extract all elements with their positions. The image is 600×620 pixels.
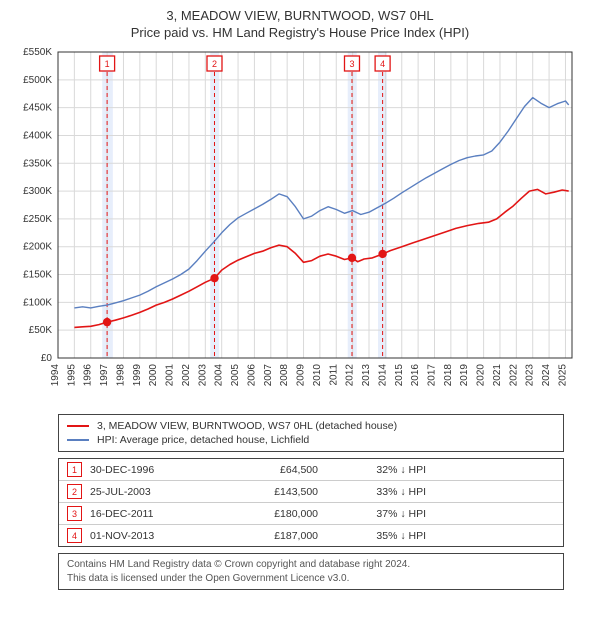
svg-text:£100K: £100K — [23, 297, 52, 308]
transaction-delta-vs-hpi: 37% ↓ HPI — [326, 508, 426, 520]
svg-text:1997: 1997 — [99, 364, 110, 387]
svg-text:2020: 2020 — [476, 364, 487, 387]
svg-text:2007: 2007 — [263, 364, 274, 387]
svg-text:2025: 2025 — [557, 364, 568, 387]
transaction-date: 16-DEC-2011 — [90, 508, 210, 520]
transaction-date: 01-NOV-2013 — [90, 530, 210, 542]
transaction-row: 3 16-DEC-2011 £180,000 37% ↓ HPI — [59, 502, 563, 524]
svg-text:2022: 2022 — [508, 364, 519, 387]
svg-text:2010: 2010 — [312, 364, 323, 387]
svg-text:1994: 1994 — [50, 364, 61, 387]
transaction-delta-vs-hpi: 32% ↓ HPI — [326, 464, 426, 476]
svg-text:1995: 1995 — [66, 364, 77, 387]
transaction-badge: 3 — [67, 506, 82, 521]
legend-item: HPI: Average price, detached house, Lich… — [67, 433, 555, 447]
svg-text:2001: 2001 — [165, 364, 176, 387]
svg-text:£250K: £250K — [23, 214, 52, 225]
svg-text:£550K: £550K — [23, 48, 52, 58]
svg-text:2012: 2012 — [345, 364, 356, 387]
svg-text:2023: 2023 — [525, 364, 536, 387]
credits-line1: Contains HM Land Registry data © Crown c… — [67, 558, 555, 572]
svg-text:£500K: £500K — [23, 75, 52, 86]
transactions-table: 1 30-DEC-1996 £64,500 32% ↓ HPI 2 25-JUL-2003… — [58, 458, 564, 547]
transaction-price: £187,000 — [218, 530, 318, 542]
svg-text:1: 1 — [105, 59, 110, 69]
transaction-delta-vs-hpi: 33% ↓ HPI — [326, 486, 426, 498]
legend-item: 3, MEADOW VIEW, BURNTWOOD, WS7 0HL (deta… — [67, 419, 555, 433]
credits-line2: This data is licensed under the Open Gov… — [67, 572, 555, 586]
svg-text:2009: 2009 — [296, 364, 307, 387]
svg-text:£50K: £50K — [29, 325, 53, 336]
svg-text:£200K: £200K — [23, 242, 52, 253]
chart-title-line2: Price paid vs. HM Land Registry's House … — [12, 25, 588, 40]
legend-swatch — [67, 425, 89, 427]
svg-text:2006: 2006 — [246, 364, 257, 387]
svg-text:2000: 2000 — [148, 364, 159, 387]
transaction-date: 30-DEC-1996 — [90, 464, 210, 476]
chart-title-line1: 3, MEADOW VIEW, BURNTWOOD, WS7 0HL — [12, 8, 588, 23]
svg-text:2003: 2003 — [197, 364, 208, 387]
svg-text:3: 3 — [349, 59, 354, 69]
transaction-badge: 4 — [67, 528, 82, 543]
svg-text:£450K: £450K — [23, 103, 52, 114]
transaction-row: 4 01-NOV-2013 £187,000 35% ↓ HPI — [59, 524, 563, 546]
svg-text:2019: 2019 — [459, 364, 470, 387]
svg-text:1998: 1998 — [115, 364, 126, 387]
svg-text:2018: 2018 — [443, 364, 454, 387]
svg-text:£400K: £400K — [23, 130, 52, 141]
svg-text:2004: 2004 — [214, 364, 225, 387]
svg-text:1999: 1999 — [132, 364, 143, 387]
svg-text:£0: £0 — [41, 353, 53, 364]
svg-text:£350K: £350K — [23, 158, 52, 169]
svg-text:2002: 2002 — [181, 364, 192, 387]
svg-text:2021: 2021 — [492, 364, 503, 387]
svg-text:2024: 2024 — [541, 364, 552, 387]
transaction-row: 1 30-DEC-1996 £64,500 32% ↓ HPI — [59, 459, 563, 480]
price-vs-hpi-chart: £0 £50K £100K £150K £200K £250K £300K £350K £400… — [12, 48, 588, 408]
svg-text:£150K: £150K — [23, 270, 52, 281]
transaction-price: £180,000 — [218, 508, 318, 520]
legend-label: HPI: Average price, detached house, Lich… — [97, 434, 309, 446]
svg-text:2014: 2014 — [377, 364, 388, 387]
svg-text:4: 4 — [380, 59, 385, 69]
transaction-delta-vs-hpi: 35% ↓ HPI — [326, 530, 426, 542]
svg-text:2005: 2005 — [230, 364, 241, 387]
svg-text:2017: 2017 — [426, 364, 437, 387]
legend: 3, MEADOW VIEW, BURNTWOOD, WS7 0HL (deta… — [58, 414, 564, 452]
transaction-price: £143,500 — [218, 486, 318, 498]
transaction-badge: 2 — [67, 484, 82, 499]
transaction-row: 2 25-JUL-2003 £143,500 33% ↓ HPI — [59, 480, 563, 502]
transaction-date: 25-JUL-2003 — [90, 486, 210, 498]
transaction-badge: 1 — [67, 462, 82, 477]
data-credits: Contains HM Land Registry data © Crown c… — [58, 553, 564, 590]
svg-text:2011: 2011 — [328, 364, 339, 386]
svg-text:2013: 2013 — [361, 364, 372, 387]
legend-swatch — [67, 439, 89, 441]
svg-text:£300K: £300K — [23, 186, 52, 197]
svg-text:2: 2 — [212, 59, 217, 69]
svg-text:1996: 1996 — [83, 364, 94, 387]
svg-text:2016: 2016 — [410, 364, 421, 387]
transaction-price: £64,500 — [218, 464, 318, 476]
svg-text:2008: 2008 — [279, 364, 290, 387]
svg-text:2015: 2015 — [394, 364, 405, 387]
legend-label: 3, MEADOW VIEW, BURNTWOOD, WS7 0HL (deta… — [97, 420, 397, 432]
